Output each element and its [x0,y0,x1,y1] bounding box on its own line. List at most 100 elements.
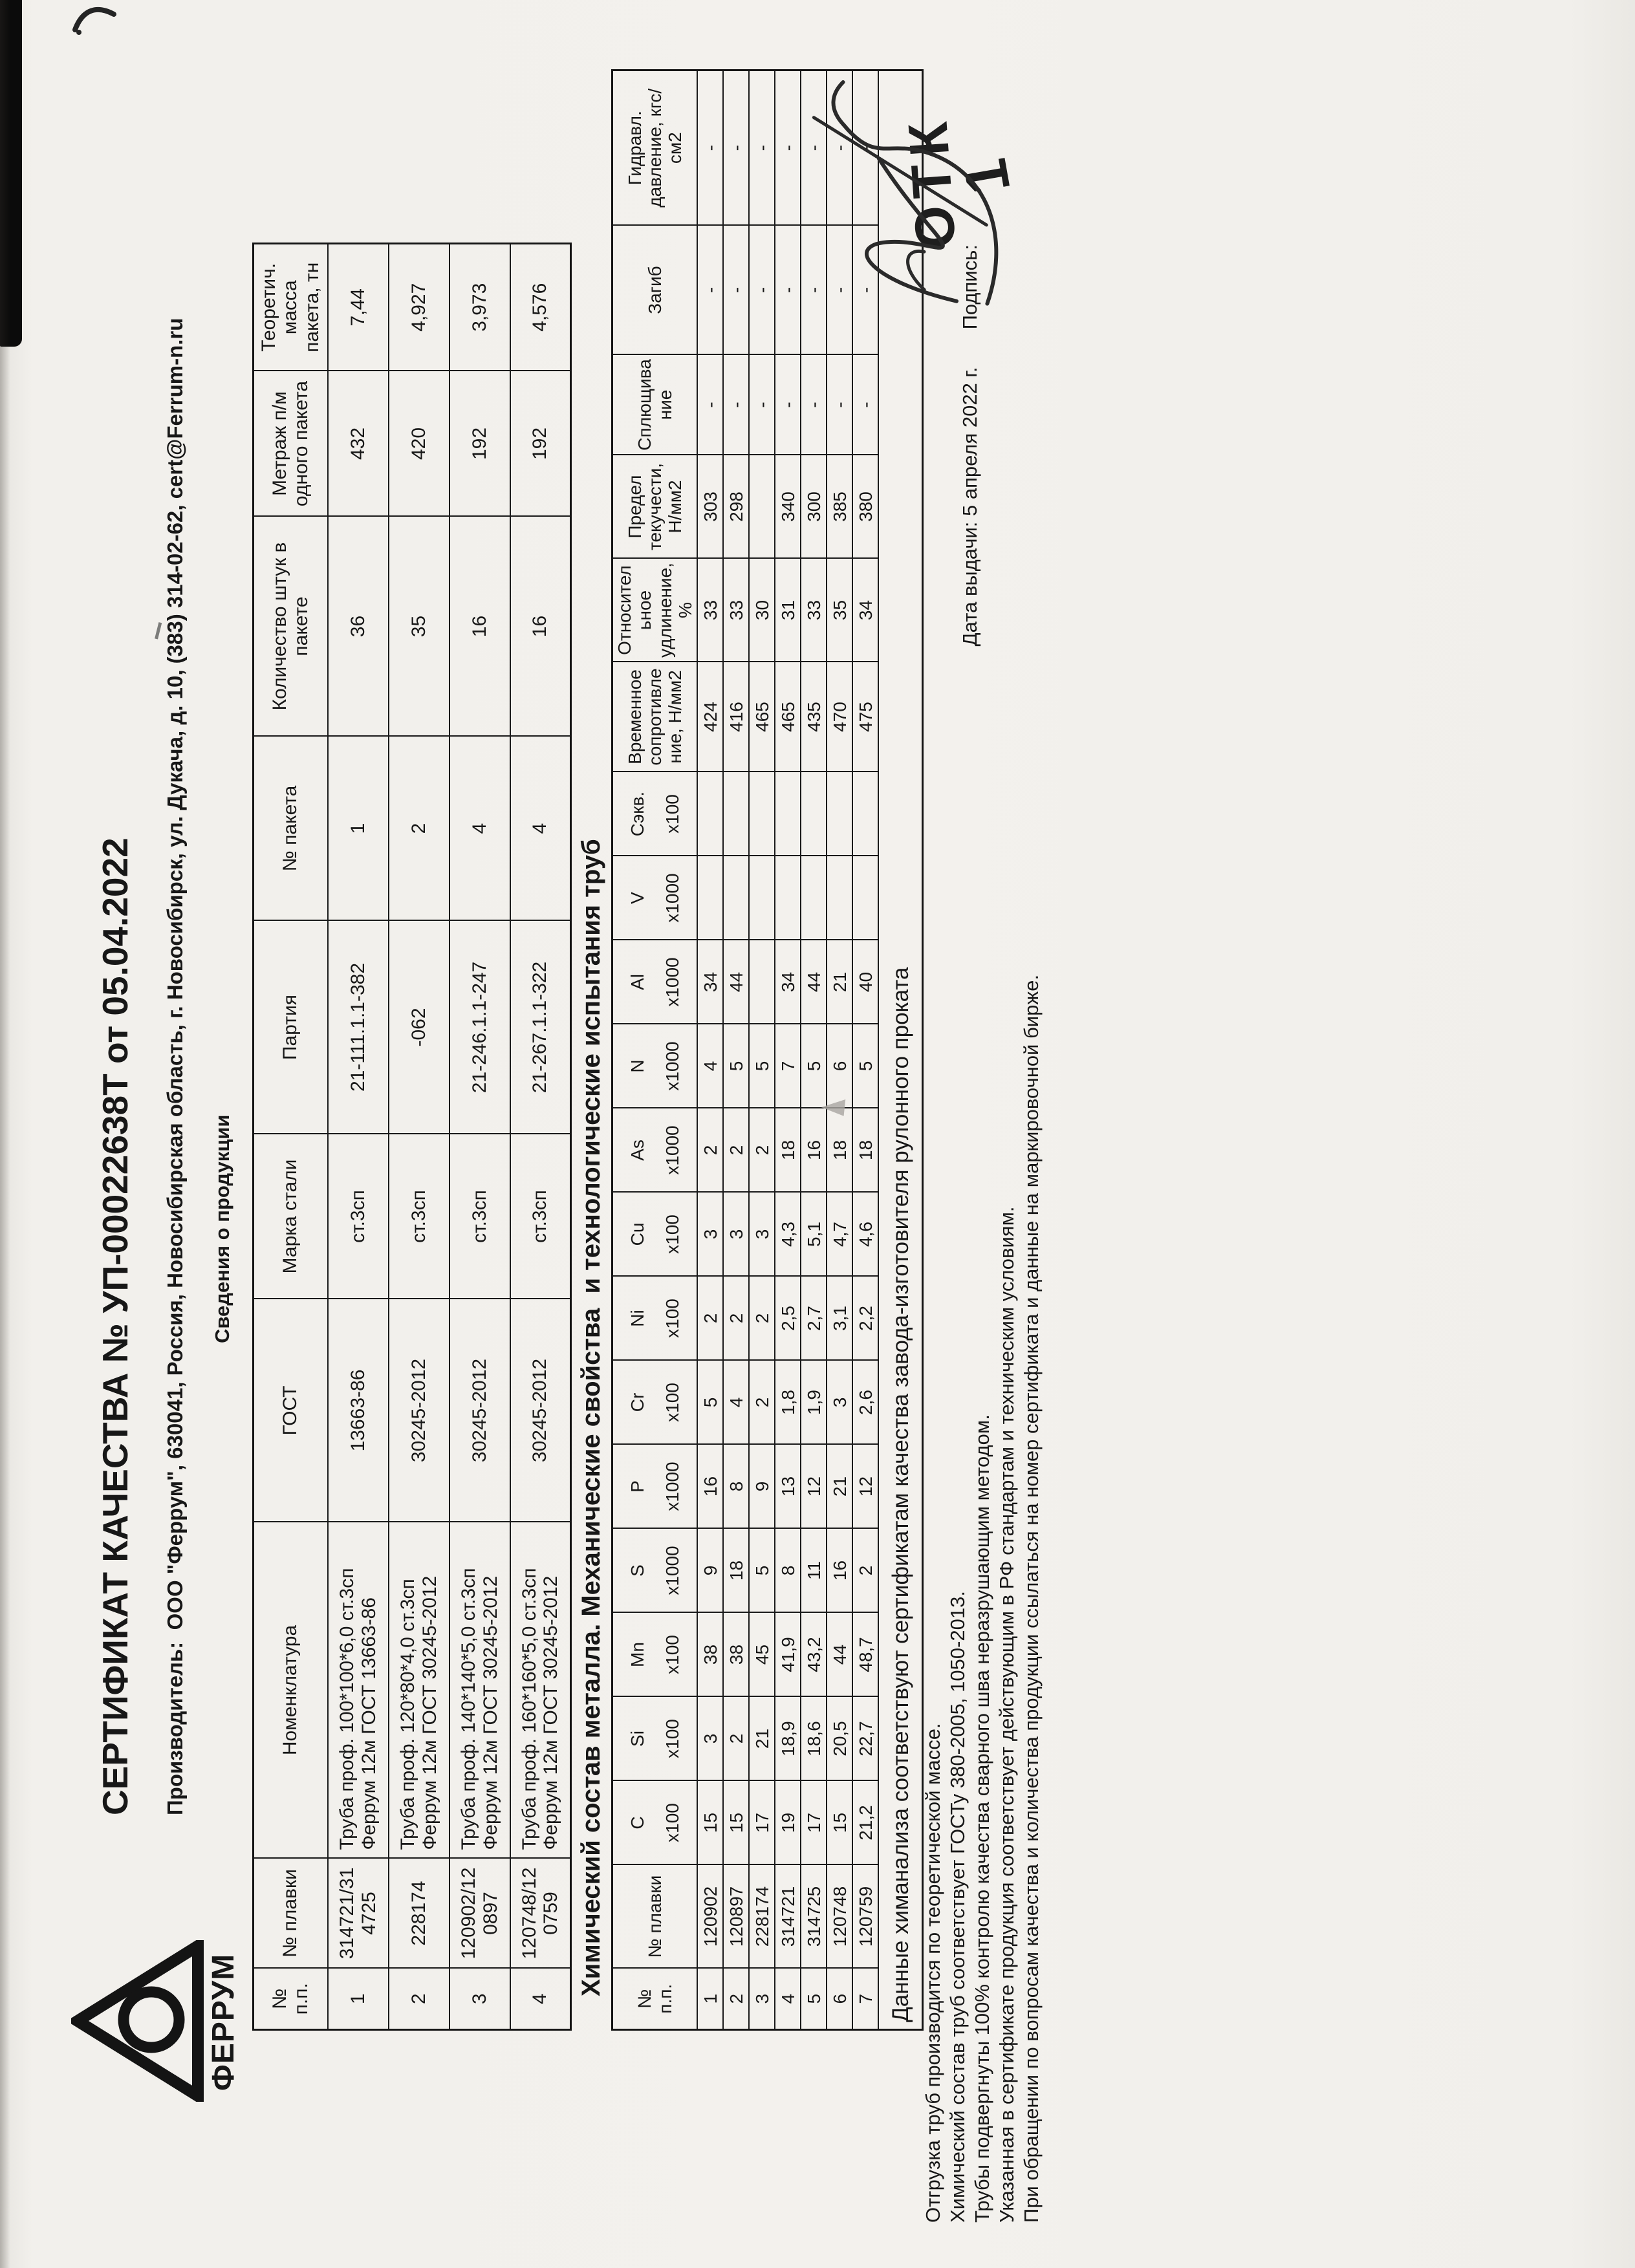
cell: 120759 [852,1864,879,1969]
table-row: 7 120759 21,2 22,7 48,7 2 12 2,6 2,2 4,6 18 5 40 475 3… [852,70,879,2030]
cell: 2 [749,1360,775,1445]
cell: 16 [801,1108,827,1193]
cell: ст.3сп [388,1134,449,1299]
cell: 228174 [749,1864,775,1969]
cell: 30 [749,558,775,662]
cell: 21-246.1.1-247 [449,920,510,1134]
cell: Труба проф. 140*140*5,0 ст.3сп Феррум 12… [449,1522,510,1859]
column-header: Cr х100 [612,1360,698,1445]
section1-heading: Сведения о продукции [211,1114,233,1343]
cell: - [749,70,775,226]
cell: - [697,225,724,355]
cell: 1 [697,1968,724,2030]
cell: - [827,354,853,455]
table-row: 2 120897 15 2 38 18 8 4 2 3 2 5 44 416 33 298- - - [723,70,750,2030]
cell: 18 [775,1108,801,1193]
ferrum-logo-triangle-icon [71,1940,204,2102]
cell: 17 [801,1780,827,1865]
footer-line: Указанная в сертификате продукция соотве… [995,1206,1018,2223]
cell: 4,927 [388,243,449,371]
cell [852,772,879,856]
cell: 380 [852,455,879,559]
cell: 21 [827,940,853,1024]
cell: 40 [852,940,879,1024]
column-header: Предел текучести, Н/мм2 [612,455,698,559]
column-header: Относительное удлинение, % [612,558,698,662]
cell: 7 [852,1968,879,2030]
cell: 192 [510,371,571,517]
cell: 16 [449,516,510,737]
cell: 5 [723,1024,750,1108]
cell: - [775,354,801,455]
cell: 44 [723,940,750,1024]
cell: 2 [852,1528,879,1613]
footnote-row: Данные химанализа соответствуют сертифик… [878,70,923,2030]
cell: 424 [697,662,724,772]
cell [749,772,775,856]
cell: ст.3сп [510,1134,571,1299]
cell: 303 [697,455,724,559]
column-header: Si х100 [612,1696,698,1781]
column-header: № плавки [253,1858,328,1969]
cell [775,772,801,856]
cell: 4 [775,1968,801,2030]
cell: 5 [749,1024,775,1108]
table-row: 1 120902 15 3 38 9 16 5 2 3 2 4 34 424 33 303- - - [697,70,724,2030]
cell: 31 [775,558,801,662]
cell: - [775,225,801,355]
cell: 2,6 [852,1360,879,1445]
column-header: № п.п. [253,1968,328,2030]
column-header: Cu х100 [612,1192,698,1277]
cell: 9 [697,1528,724,1613]
cell: 34 [852,558,879,662]
cell: 3 [697,1192,724,1277]
cell: 435 [801,662,827,772]
column-header: Партия [253,920,328,1134]
cell: 13663-86 [327,1299,389,1522]
cell: 44 [801,940,827,1024]
column-header: Теоретич. масса пакета, тн [253,243,328,371]
cell: 385 [827,455,853,559]
cell: - [852,354,879,455]
cell: 228174 [388,1858,449,1969]
cell: 1 [327,736,389,921]
cell: - [775,70,801,226]
cell: 15 [697,1780,724,1865]
cell: 1,9 [801,1360,827,1445]
chemistry-table-footnote: Данные химанализа соответствуют сертифик… [878,70,923,2030]
cell: 18 [723,1528,750,1613]
cell: - [749,354,775,455]
cell: 21-267.1.1-322 [510,920,571,1134]
cell: 2 [749,1108,775,1193]
cell: 15 [827,1780,853,1865]
cell: - [723,354,750,455]
cell: 4 [510,736,571,921]
cell: 416 [723,662,750,772]
cell: 298 [723,455,750,559]
cell: 15 [723,1780,750,1865]
cell: 18 [852,1108,879,1193]
cell: 9 [749,1444,775,1529]
cell: - [801,354,827,455]
products-table-header-row: № п.п. № плавки Номенклатура ГОСТ Марка стал… [253,243,328,2030]
cell: 38 [697,1612,724,1697]
column-header: № пакета [253,736,328,921]
cell: 11 [801,1528,827,1613]
cell: 2 [723,1276,750,1361]
cell: 2 [388,1968,449,2030]
cell: 33 [697,558,724,662]
cell [801,772,827,856]
column-header: Сэкв. х100 [612,772,698,856]
cell: 1 [327,1968,389,2030]
cell: 5 [749,1528,775,1613]
cell: 4,3 [775,1192,801,1277]
cell: 2,5 [775,1276,801,1361]
table-row: 3 228174 17 21 45 5 9 2 2 3 2 5 465 30- - - [749,70,775,2030]
cell [749,455,775,559]
producer-line: Производитель: ООО "Феррум", 630041, Рос… [163,318,187,1815]
cell: 6 [827,1024,853,1108]
column-header: Номенклатура [253,1522,328,1859]
cell [801,856,827,940]
products-table-body: 1 314721/314725 Труба проф. 100*100*6,0 ст… [327,243,571,2030]
